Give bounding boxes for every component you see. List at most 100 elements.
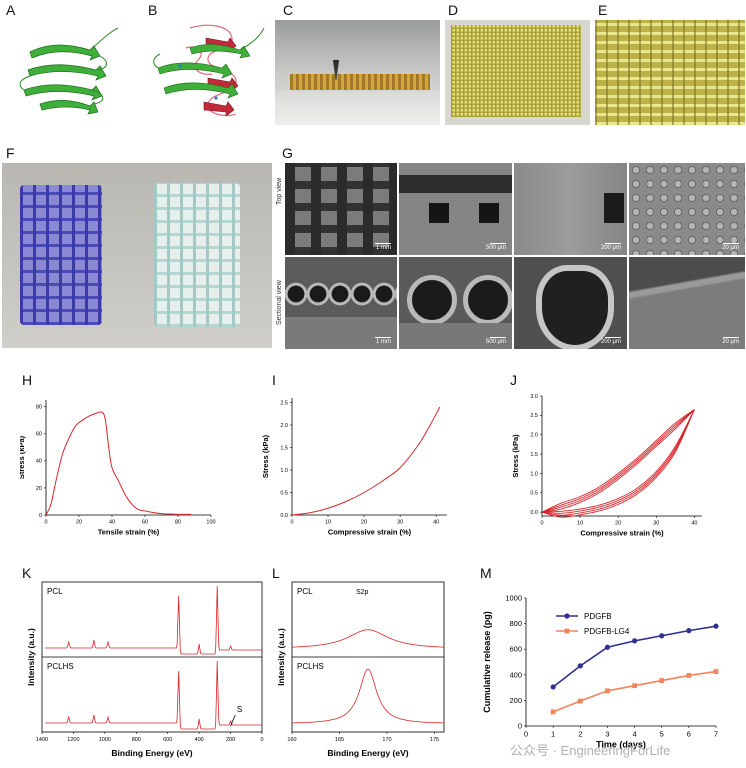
scaffold-photo-side [275, 20, 440, 125]
series-line-pclhs [292, 668, 444, 724]
x-tick-label: 4 [632, 730, 636, 739]
protein-complex-b [153, 24, 265, 117]
scale-bar-line [375, 243, 391, 244]
chart-m-release: 0 1 2 3 4 5 6 7 0 200 400 600 800 1000 Time (days) Cumu… [482, 594, 719, 750]
x-tick-label: 1200 [67, 737, 79, 743]
x-tick-label: 100 [206, 520, 215, 526]
x-tick-label: 0 [524, 730, 528, 739]
y-tick-label: 0.5 [530, 491, 538, 497]
data-point [577, 698, 583, 704]
y-axis-label: Stress (kPa) [261, 434, 270, 478]
scale-bar: 500 μm [485, 339, 506, 345]
scale-bar: 20 μm [722, 339, 739, 345]
y-tick-label: 2.0 [530, 433, 538, 439]
sem-section-4: 20 μm [629, 257, 745, 349]
x-tick-label: 80 [175, 520, 181, 526]
sectional-view-label: Sectional view [276, 280, 283, 325]
x-tick-label: 1400 [36, 737, 48, 743]
stained-scaffolds-photo [2, 163, 272, 348]
chart-j-cyclic: 0 10 20 30 40 0.0 0.5 1.0 1.5 2.0 2.5 3.0 Compressiv… [511, 394, 702, 538]
y-axis-label: Intensity (a.u.) [276, 628, 286, 686]
y-axis-label: Stress (kPa) [511, 434, 520, 478]
y-tick-label: 0.0 [280, 513, 288, 519]
scale-bar-line [605, 243, 621, 244]
chart-h-tensile: 0 20 40 60 80 100 0 20 40 60 80 Tensile strain (%) S… [20, 400, 216, 537]
legend-label: PDGFB [584, 612, 612, 621]
y-tick-label: 400 [509, 670, 522, 679]
series-line-pcl [45, 585, 262, 655]
chart-l-s2p: 160 165 170 175 Binding Energy (eV) Intensity… [276, 581, 445, 758]
y-tick-label: 1000 [505, 594, 522, 603]
x-axis-label: Compressive strain (%) [580, 529, 664, 538]
series-line-unloading [541, 409, 695, 518]
y-axis-label: Cumulative release (pg) [482, 611, 492, 713]
y-tick-label: 1.0 [280, 468, 288, 474]
data-point [605, 688, 610, 694]
top-view-label: Top view [276, 177, 283, 205]
data-point [686, 673, 692, 678]
series-line-pdgfb-lg4 [552, 670, 717, 713]
panel-label-j: J [510, 372, 517, 388]
scale-bar: 1 mm [376, 339, 391, 345]
x-tick-label: 600 [163, 737, 172, 743]
panel-label-e: E [598, 2, 608, 18]
chart-title: S2p [356, 589, 369, 596]
sem-top-2: 500 μm [399, 163, 512, 255]
x-tick-label: 800 [132, 737, 141, 743]
y-tick-label: 2.0 [280, 423, 288, 429]
data-point [659, 633, 665, 639]
y-tick-label: 60 [36, 432, 42, 438]
scale-bar: 200 μm [600, 245, 621, 251]
y-tick-label: 2.5 [530, 413, 538, 419]
y-tick-label: 0 [39, 513, 42, 519]
series-line-unloading [541, 409, 695, 516]
scaffold-photo-zoom [595, 20, 745, 125]
chart-i-compressive: 0 10 20 30 40 0.0 0.5 1.0 1.5 2.0 2.5 Compressive s… [261, 398, 447, 537]
y-tick-label: 1.5 [280, 445, 288, 451]
data-point [686, 628, 692, 634]
data-point [604, 644, 611, 650]
y-tick-label: 200 [509, 696, 522, 705]
series-line-unloading [541, 409, 695, 513]
series-line-pclhs [45, 660, 262, 730]
x-tick-label: 6 [687, 730, 691, 739]
series-line-pcl [291, 629, 445, 648]
panel-label-h: H [22, 372, 33, 388]
x-tick-label: 160 [287, 737, 296, 743]
series-label: PCLHS [47, 662, 74, 671]
y-tick-label: 2.5 [280, 400, 288, 406]
x-tick-label: 0 [290, 520, 293, 526]
y-tick-label: 800 [509, 619, 522, 628]
data-point [659, 678, 665, 683]
series-label: PCLHS [297, 662, 324, 671]
x-tick-label: 40 [109, 520, 115, 526]
series-line-pdgfb [552, 625, 717, 688]
x-tick-label: 5 [660, 730, 664, 739]
sem-top-4: 20 μm [629, 163, 745, 255]
series-line-unloading [541, 409, 695, 514]
y-axis-label: Intensity (a.u.) [26, 628, 36, 686]
x-tick-label: 7 [714, 730, 718, 739]
x-tick-label: 200 [226, 737, 235, 743]
panel-label-c: C [283, 2, 294, 18]
x-axis-label: Binding Energy (eV) [111, 748, 192, 758]
x-axis-label: Compressive strain (%) [328, 528, 412, 537]
data-point [713, 623, 719, 629]
x-tick-label: 1000 [99, 737, 111, 743]
panel-label-i: I [272, 372, 276, 388]
sem-section-1: 1 mm [285, 257, 397, 349]
legend-marker [564, 628, 570, 634]
y-tick-label: 1.5 [530, 452, 538, 458]
panel-label-d: D [448, 2, 459, 18]
x-tick-label: 170 [382, 737, 391, 743]
annotation-arrow [230, 714, 236, 727]
data-point [631, 638, 638, 644]
sem-top-1: 1 mm [285, 163, 397, 255]
x-tick-label: 30 [653, 521, 659, 527]
scale-bar-line [490, 337, 506, 338]
series-line-compressive [291, 406, 441, 516]
scale-bar: 200 μm [600, 339, 621, 345]
x-tick-label: 60 [142, 520, 148, 526]
x-tick-label: 0 [260, 737, 263, 743]
scale-bar: 20 μm [722, 245, 739, 251]
